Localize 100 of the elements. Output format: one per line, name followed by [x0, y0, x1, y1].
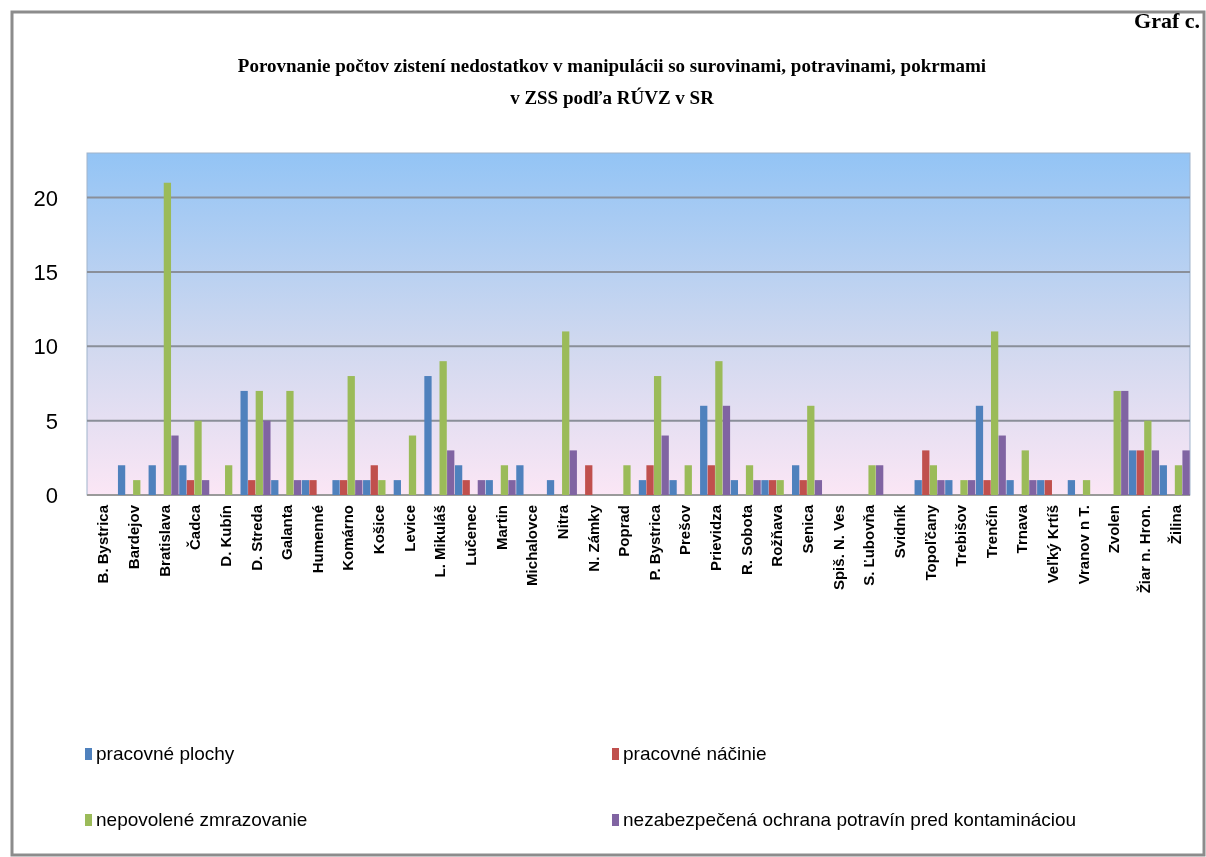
- bar: [1037, 480, 1045, 495]
- bar: [569, 450, 577, 495]
- bar: [1113, 390, 1121, 495]
- bar: [562, 331, 570, 495]
- x-tick-label: Nitra: [553, 504, 571, 540]
- bar: [454, 465, 463, 495]
- bar: [661, 435, 669, 495]
- bar: [983, 480, 991, 495]
- bar: [638, 480, 647, 495]
- x-tick-label: Žilina: [1166, 504, 1184, 545]
- y-tick-label: 5: [45, 408, 58, 434]
- bar: [340, 480, 348, 495]
- x-tick-label: B. Bystrica: [94, 504, 112, 584]
- bar: [1129, 450, 1137, 495]
- x-tick-label: Martin: [492, 505, 510, 550]
- bar: [1174, 465, 1183, 495]
- bar: [393, 480, 401, 495]
- x-tick-label: Trebišov: [952, 504, 970, 567]
- bar: [929, 465, 937, 495]
- bar: [653, 376, 662, 495]
- x-tick-label: N. Zámky: [584, 504, 602, 572]
- x-tick-label: Žiar n. Hron.: [1136, 505, 1154, 594]
- bar: [163, 182, 172, 495]
- bar: [225, 465, 233, 495]
- bar: [117, 465, 126, 495]
- text: Graf c.: [1134, 8, 1200, 33]
- y-tick-label: 20: [33, 185, 58, 211]
- bar: [1044, 480, 1052, 495]
- bar: [186, 480, 195, 495]
- bar: [1067, 480, 1076, 495]
- bar: [439, 361, 447, 495]
- bar: [500, 465, 509, 495]
- x-tick-label: Košice: [370, 505, 388, 555]
- x-tick-label: Poprad: [615, 505, 633, 557]
- chart-title: Porovnanie počtov zistení nedostatkov v manipulácii so surovinami, potravinami, pokrmami v ZSS podľa RÚVZ v SR: [237, 55, 987, 108]
- bar: [171, 435, 179, 495]
- x-tick-label: Trenčín: [982, 505, 1000, 559]
- bar: [1144, 420, 1152, 495]
- bar: [768, 480, 777, 495]
- x-tick-label: Lučenec: [461, 505, 479, 566]
- x-tick-label: Zvolen: [1105, 505, 1123, 554]
- bar: [753, 480, 761, 495]
- bar: [408, 435, 417, 495]
- x-tick-label: Vranov n T.: [1074, 505, 1092, 585]
- bar: [1006, 480, 1014, 495]
- bar: [914, 480, 922, 495]
- bar: [876, 465, 884, 495]
- bar: [248, 480, 256, 495]
- bar: [477, 480, 485, 495]
- bar: [975, 405, 984, 495]
- bar: [998, 435, 1006, 495]
- bar: [1136, 450, 1144, 495]
- x-tick-label: Bardejov: [124, 504, 142, 570]
- x-tick-label: S. Ľubovňa: [860, 504, 878, 586]
- y-tick-label: 15: [33, 259, 58, 285]
- legend-label: pracovné plochy: [96, 743, 235, 764]
- bar: [516, 465, 524, 495]
- x-tick-label: P. Bystrica: [645, 504, 663, 581]
- bar: [1082, 480, 1091, 495]
- x-tick-label: Galanta: [278, 504, 296, 561]
- x-tick-label: Komárno: [339, 505, 357, 571]
- bar: [646, 465, 654, 495]
- bar: [1182, 450, 1190, 495]
- bar: [807, 405, 815, 495]
- bar: [585, 465, 593, 495]
- bar: [669, 480, 677, 495]
- bar: [485, 480, 493, 495]
- bar: [814, 480, 823, 495]
- x-tick-label: Bratislava: [155, 504, 173, 577]
- bar: [1029, 480, 1037, 495]
- bar: [462, 480, 470, 495]
- x-tick-label: Rožňava: [768, 504, 786, 567]
- x-tick-label: Topoľčany: [921, 504, 939, 581]
- bar: [293, 480, 302, 495]
- bar: [684, 465, 692, 495]
- bar: [937, 480, 945, 495]
- bar: [868, 465, 876, 495]
- bar: [1159, 465, 1167, 495]
- bar: [240, 390, 248, 495]
- bar: [378, 480, 386, 495]
- bar: [776, 480, 784, 495]
- x-tick-label: L. Mikuláš: [431, 505, 449, 578]
- bar: [623, 465, 631, 495]
- bar: [363, 480, 371, 495]
- bar: [447, 450, 455, 495]
- bar: [922, 450, 930, 495]
- x-tick-label: Prešov: [676, 504, 694, 556]
- bar: [700, 405, 708, 495]
- bar: [1021, 450, 1029, 495]
- bar: [792, 465, 800, 495]
- x-tick-label: Humenné: [308, 505, 326, 574]
- bar: [370, 465, 378, 495]
- x-tick-label: Senica: [799, 504, 817, 554]
- x-tick-label: Spiš. N. Ves: [829, 505, 847, 591]
- bar: [761, 480, 769, 495]
- x-tick-label: Veľký Krtíš: [1044, 505, 1062, 584]
- x-tick-label: Trnava: [1013, 504, 1031, 554]
- bar: [179, 465, 187, 495]
- bar: [745, 465, 754, 495]
- bar: [960, 480, 968, 495]
